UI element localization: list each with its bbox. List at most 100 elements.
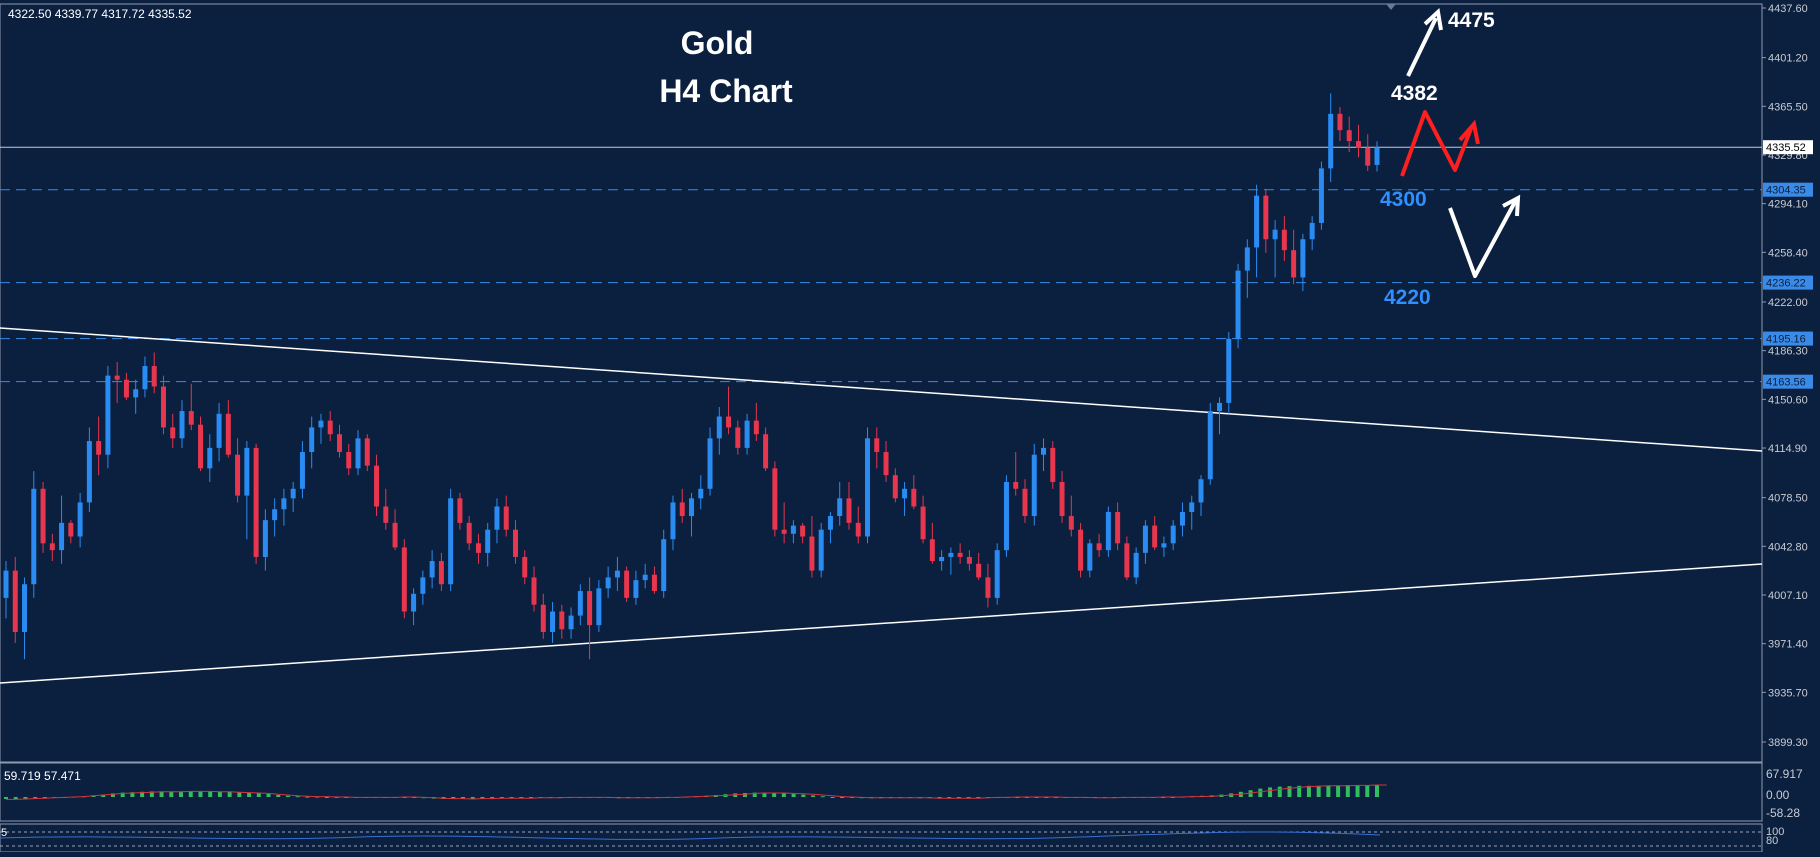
candle[interactable] (1217, 397, 1223, 435)
candle[interactable] (1207, 402, 1213, 485)
candle[interactable] (948, 547, 954, 575)
candle[interactable] (1068, 495, 1074, 537)
candle[interactable] (855, 506, 861, 544)
candle[interactable] (49, 533, 55, 562)
candle[interactable] (1328, 93, 1334, 182)
candle[interactable] (1337, 106, 1343, 142)
candle[interactable] (420, 570, 426, 605)
candle[interactable] (290, 481, 296, 512)
candle[interactable] (1031, 443, 1037, 526)
candle[interactable] (364, 434, 370, 472)
candle[interactable] (957, 543, 963, 564)
candle[interactable] (763, 427, 769, 472)
candle[interactable] (1346, 116, 1352, 152)
candle[interactable] (1374, 141, 1380, 172)
candle[interactable] (596, 580, 602, 632)
candle[interactable] (624, 566, 630, 602)
candle[interactable] (800, 522, 806, 544)
candle[interactable] (874, 427, 880, 469)
candle[interactable] (540, 593, 546, 639)
candle[interactable] (679, 488, 685, 523)
candle[interactable] (198, 416, 204, 472)
candle[interactable] (1133, 547, 1139, 585)
candle[interactable] (392, 509, 398, 551)
candle[interactable] (1291, 229, 1297, 285)
candle[interactable] (1096, 533, 1102, 557)
candle[interactable] (929, 522, 935, 564)
candle[interactable] (68, 520, 74, 544)
chart-shift-marker[interactable] (1386, 4, 1396, 10)
candle[interactable] (651, 566, 657, 594)
candle[interactable] (207, 434, 213, 482)
candle[interactable] (753, 402, 759, 442)
candle[interactable] (512, 520, 518, 564)
price-axis[interactable]: 4437.604401.204365.504329.804294.104258.… (1762, 3, 1808, 749)
candle[interactable] (1003, 475, 1009, 557)
candle[interactable] (1161, 536, 1167, 557)
candle[interactable] (1087, 539, 1093, 578)
candle[interactable] (985, 563, 991, 608)
candle[interactable] (40, 481, 46, 553)
candle[interactable] (818, 522, 824, 578)
candle[interactable] (170, 413, 176, 448)
candle[interactable] (374, 454, 380, 517)
candle[interactable] (309, 416, 315, 469)
candle[interactable] (790, 520, 796, 544)
candle[interactable] (1318, 161, 1324, 230)
candle[interactable] (105, 366, 111, 469)
candle[interactable] (726, 386, 732, 435)
candle[interactable] (939, 550, 945, 571)
candle[interactable] (772, 461, 778, 537)
candle[interactable] (994, 543, 1000, 605)
candle[interactable] (865, 427, 871, 544)
candle[interactable] (59, 495, 65, 564)
candle[interactable] (475, 533, 481, 564)
candle[interactable] (457, 492, 463, 530)
candle[interactable] (494, 498, 500, 544)
candle[interactable] (837, 481, 843, 526)
ascending-trendline[interactable] (0, 563, 1763, 684)
candle[interactable] (31, 471, 37, 598)
candle[interactable] (892, 468, 898, 503)
candle[interactable] (1059, 471, 1065, 523)
candle[interactable] (1244, 239, 1250, 298)
candle[interactable] (1198, 475, 1204, 517)
candle[interactable] (559, 604, 565, 639)
candle[interactable] (966, 550, 972, 571)
candle[interactable] (401, 539, 407, 619)
candle[interactable] (133, 379, 139, 414)
candle[interactable] (522, 550, 528, 585)
candle[interactable] (642, 563, 648, 589)
candle[interactable] (568, 607, 574, 639)
candle[interactable] (12, 556, 18, 643)
candle[interactable] (123, 372, 129, 401)
candle[interactable] (438, 552, 444, 592)
candle[interactable] (272, 498, 278, 537)
candle[interactable] (114, 361, 120, 403)
candle[interactable] (902, 481, 908, 517)
candle[interactable] (846, 481, 852, 530)
candle[interactable] (503, 495, 509, 537)
candle[interactable] (318, 413, 324, 444)
candle[interactable] (1013, 451, 1019, 496)
candle[interactable] (1263, 188, 1269, 253)
candle[interactable] (466, 516, 472, 551)
candle[interactable] (1152, 516, 1158, 551)
candle[interactable] (1365, 134, 1371, 172)
candle[interactable] (383, 488, 389, 530)
candle[interactable] (1078, 522, 1084, 578)
candle[interactable] (809, 516, 815, 578)
candle[interactable] (1355, 124, 1361, 158)
candle[interactable] (485, 522, 491, 567)
candle[interactable] (1050, 441, 1056, 489)
candle[interactable] (448, 488, 454, 592)
candle[interactable] (225, 400, 231, 458)
candle[interactable] (151, 352, 157, 394)
candle[interactable] (633, 570, 639, 605)
candle[interactable] (1124, 536, 1130, 581)
candle[interactable] (1115, 502, 1121, 551)
candle[interactable] (661, 529, 667, 598)
candle[interactable] (735, 420, 741, 455)
candle[interactable] (3, 561, 9, 619)
candle[interactable] (1300, 233, 1306, 292)
